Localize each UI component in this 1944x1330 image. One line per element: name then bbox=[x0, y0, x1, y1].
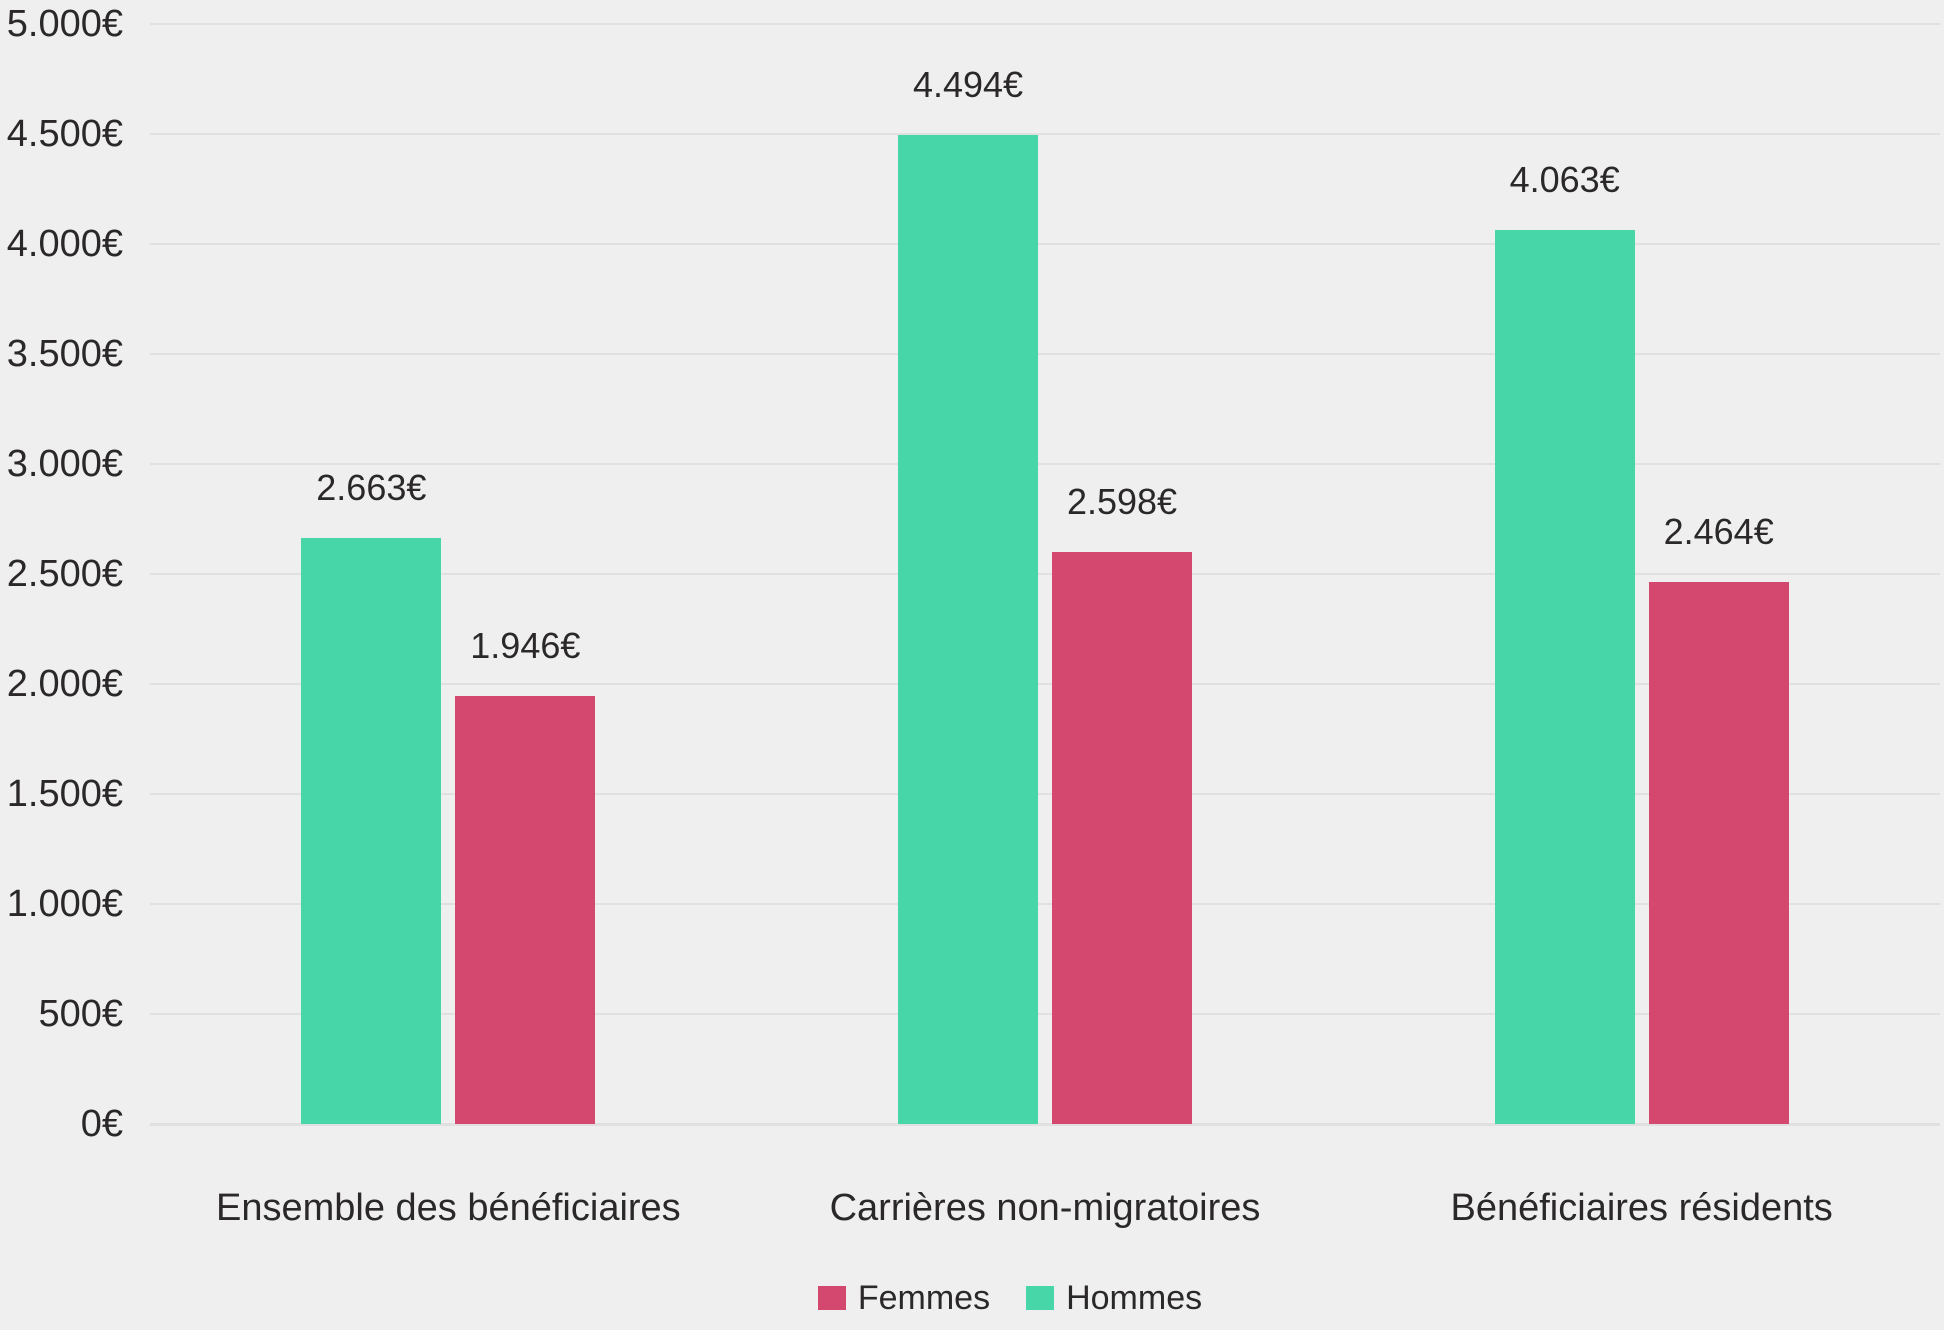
bar-femmes-0 bbox=[455, 695, 596, 1124]
gridline bbox=[150, 1123, 1940, 1126]
gridline bbox=[150, 903, 1940, 905]
y-axis-tick-label: 3.000€ bbox=[6, 443, 123, 485]
y-axis-tick-label: 500€ bbox=[38, 993, 123, 1035]
bar-value-label: 1.946€ bbox=[470, 624, 581, 666]
y-axis-tick-label: 2.500€ bbox=[6, 553, 123, 595]
y-axis-tick-label: 5.000€ bbox=[6, 3, 123, 45]
legend-swatch-icon bbox=[1026, 1286, 1055, 1310]
legend-swatch-icon bbox=[817, 1286, 846, 1310]
bar-hommes-2 bbox=[1494, 230, 1635, 1124]
y-axis-tick-label: 3.500€ bbox=[6, 333, 123, 375]
y-axis-tick-label: 1.000€ bbox=[6, 883, 123, 925]
y-axis-tick-label: 2.000€ bbox=[6, 663, 123, 705]
gridline bbox=[150, 243, 1940, 245]
bar-hommes-0 bbox=[301, 538, 442, 1124]
bar-value-label: 4.063€ bbox=[1509, 159, 1620, 201]
chart-legend: Femmes Hommes bbox=[150, 1276, 1870, 1320]
y-axis-tick-label: 1.500€ bbox=[6, 773, 123, 815]
gridline bbox=[150, 133, 1940, 135]
y-axis-tick-label: 0€ bbox=[80, 1103, 123, 1145]
legend-item-femmes[interactable]: Femmes bbox=[817, 1278, 991, 1318]
bar-hommes-1 bbox=[898, 135, 1038, 1124]
gridline bbox=[150, 353, 1940, 355]
x-axis-category-label: Carrières non-migratoires bbox=[829, 1187, 1261, 1229]
y-axis-tick-label: 4.500€ bbox=[6, 113, 123, 155]
gridline bbox=[150, 23, 1940, 25]
legend-label: Femmes bbox=[857, 1279, 991, 1317]
x-axis-category-label: Ensemble des bénéficiaires bbox=[215, 1187, 681, 1229]
gridline bbox=[150, 793, 1940, 795]
legend-item-hommes[interactable]: Hommes bbox=[1026, 1278, 1202, 1318]
bar-value-label: 2.663€ bbox=[316, 467, 427, 509]
y-axis-tick-label: 4.000€ bbox=[6, 223, 123, 265]
legend-label: Hommes bbox=[1066, 1279, 1203, 1317]
gridline bbox=[150, 683, 1940, 685]
bar-femmes-2 bbox=[1648, 581, 1789, 1124]
gridline bbox=[150, 573, 1940, 575]
gridline bbox=[150, 1013, 1940, 1015]
gridline bbox=[150, 463, 1940, 465]
bar-value-label: 2.464€ bbox=[1663, 510, 1774, 552]
x-axis-category-label: Bénéficiaires résidents bbox=[1450, 1187, 1833, 1229]
bar-value-label: 4.494€ bbox=[912, 64, 1024, 106]
bar-femmes-1 bbox=[1052, 552, 1192, 1124]
bar-value-label: 2.598€ bbox=[1066, 481, 1178, 523]
